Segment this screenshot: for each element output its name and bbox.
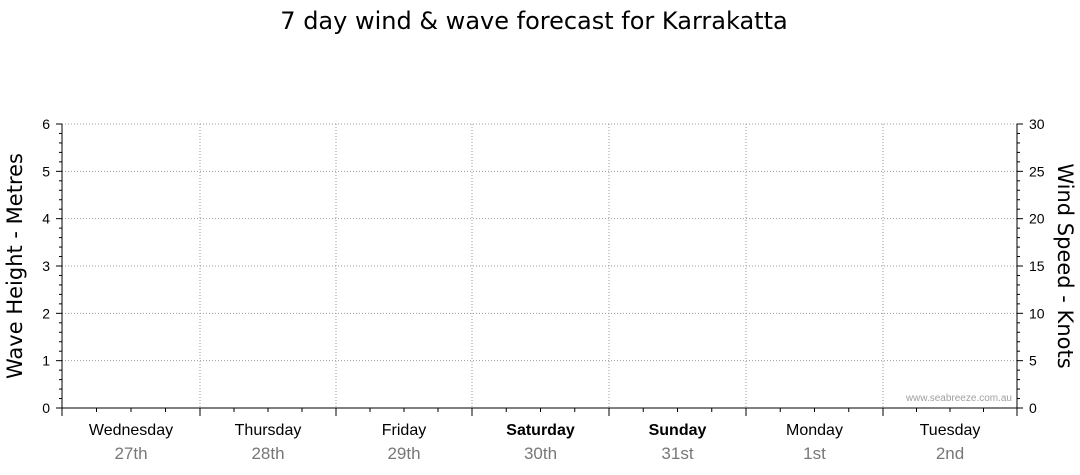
right-y-axis-ticks: 0 5 10 15 20 25 30: [1017, 116, 1045, 416]
day-name-label: Tuesday: [920, 422, 981, 439]
left-tick-label: 1: [42, 353, 50, 369]
right-tick-label: 30: [1029, 116, 1045, 132]
day-name-label: Wednesday: [89, 422, 173, 439]
day-name-label: Sunday: [649, 422, 707, 439]
axes: [61, 124, 1018, 416]
left-tick-label: 6: [42, 116, 50, 132]
left-tick-label: 4: [42, 211, 50, 227]
day-date-label: 1st: [803, 444, 826, 463]
left-tick-label: 2: [42, 305, 50, 321]
left-axis-label: Wave Height - Metres: [3, 153, 27, 379]
day-date-label: 29th: [387, 444, 420, 463]
right-tick-label: 0: [1029, 400, 1037, 416]
day-name-label: Monday: [786, 422, 843, 439]
day-name-label: Saturday: [506, 422, 575, 439]
left-tick-label: 5: [42, 163, 50, 179]
left-tick-label: 3: [42, 258, 50, 274]
right-tick-label: 15: [1029, 258, 1045, 274]
watermark: www.seabreeze.com.au: [905, 393, 1012, 404]
day-name-label: Thursday: [235, 422, 302, 439]
left-y-axis-ticks: 0 1 2 3 4 5 6: [42, 116, 62, 416]
x-axis-day-labels: Wednesday 27th Thursday 28th Friday 29th Satur…: [89, 422, 980, 463]
day-name-label: Friday: [382, 422, 426, 439]
day-date-label: 2nd: [936, 444, 964, 463]
right-tick-label: 20: [1029, 211, 1045, 227]
left-tick-label: 0: [42, 400, 50, 416]
day-date-label: 31st: [661, 444, 693, 463]
day-date-label: 30th: [524, 444, 557, 463]
day-date-label: 28th: [251, 444, 284, 463]
chart-title: 7 day wind & wave forecast for Karrakatt…: [280, 7, 787, 35]
right-axis-label: Wind Speed - Knots: [1053, 163, 1077, 368]
grid-lines: [62, 123, 1017, 408]
right-tick-label: 5: [1029, 353, 1037, 369]
right-tick-label: 25: [1029, 163, 1045, 179]
day-date-label: 27th: [114, 444, 147, 463]
right-tick-label: 10: [1029, 305, 1045, 321]
